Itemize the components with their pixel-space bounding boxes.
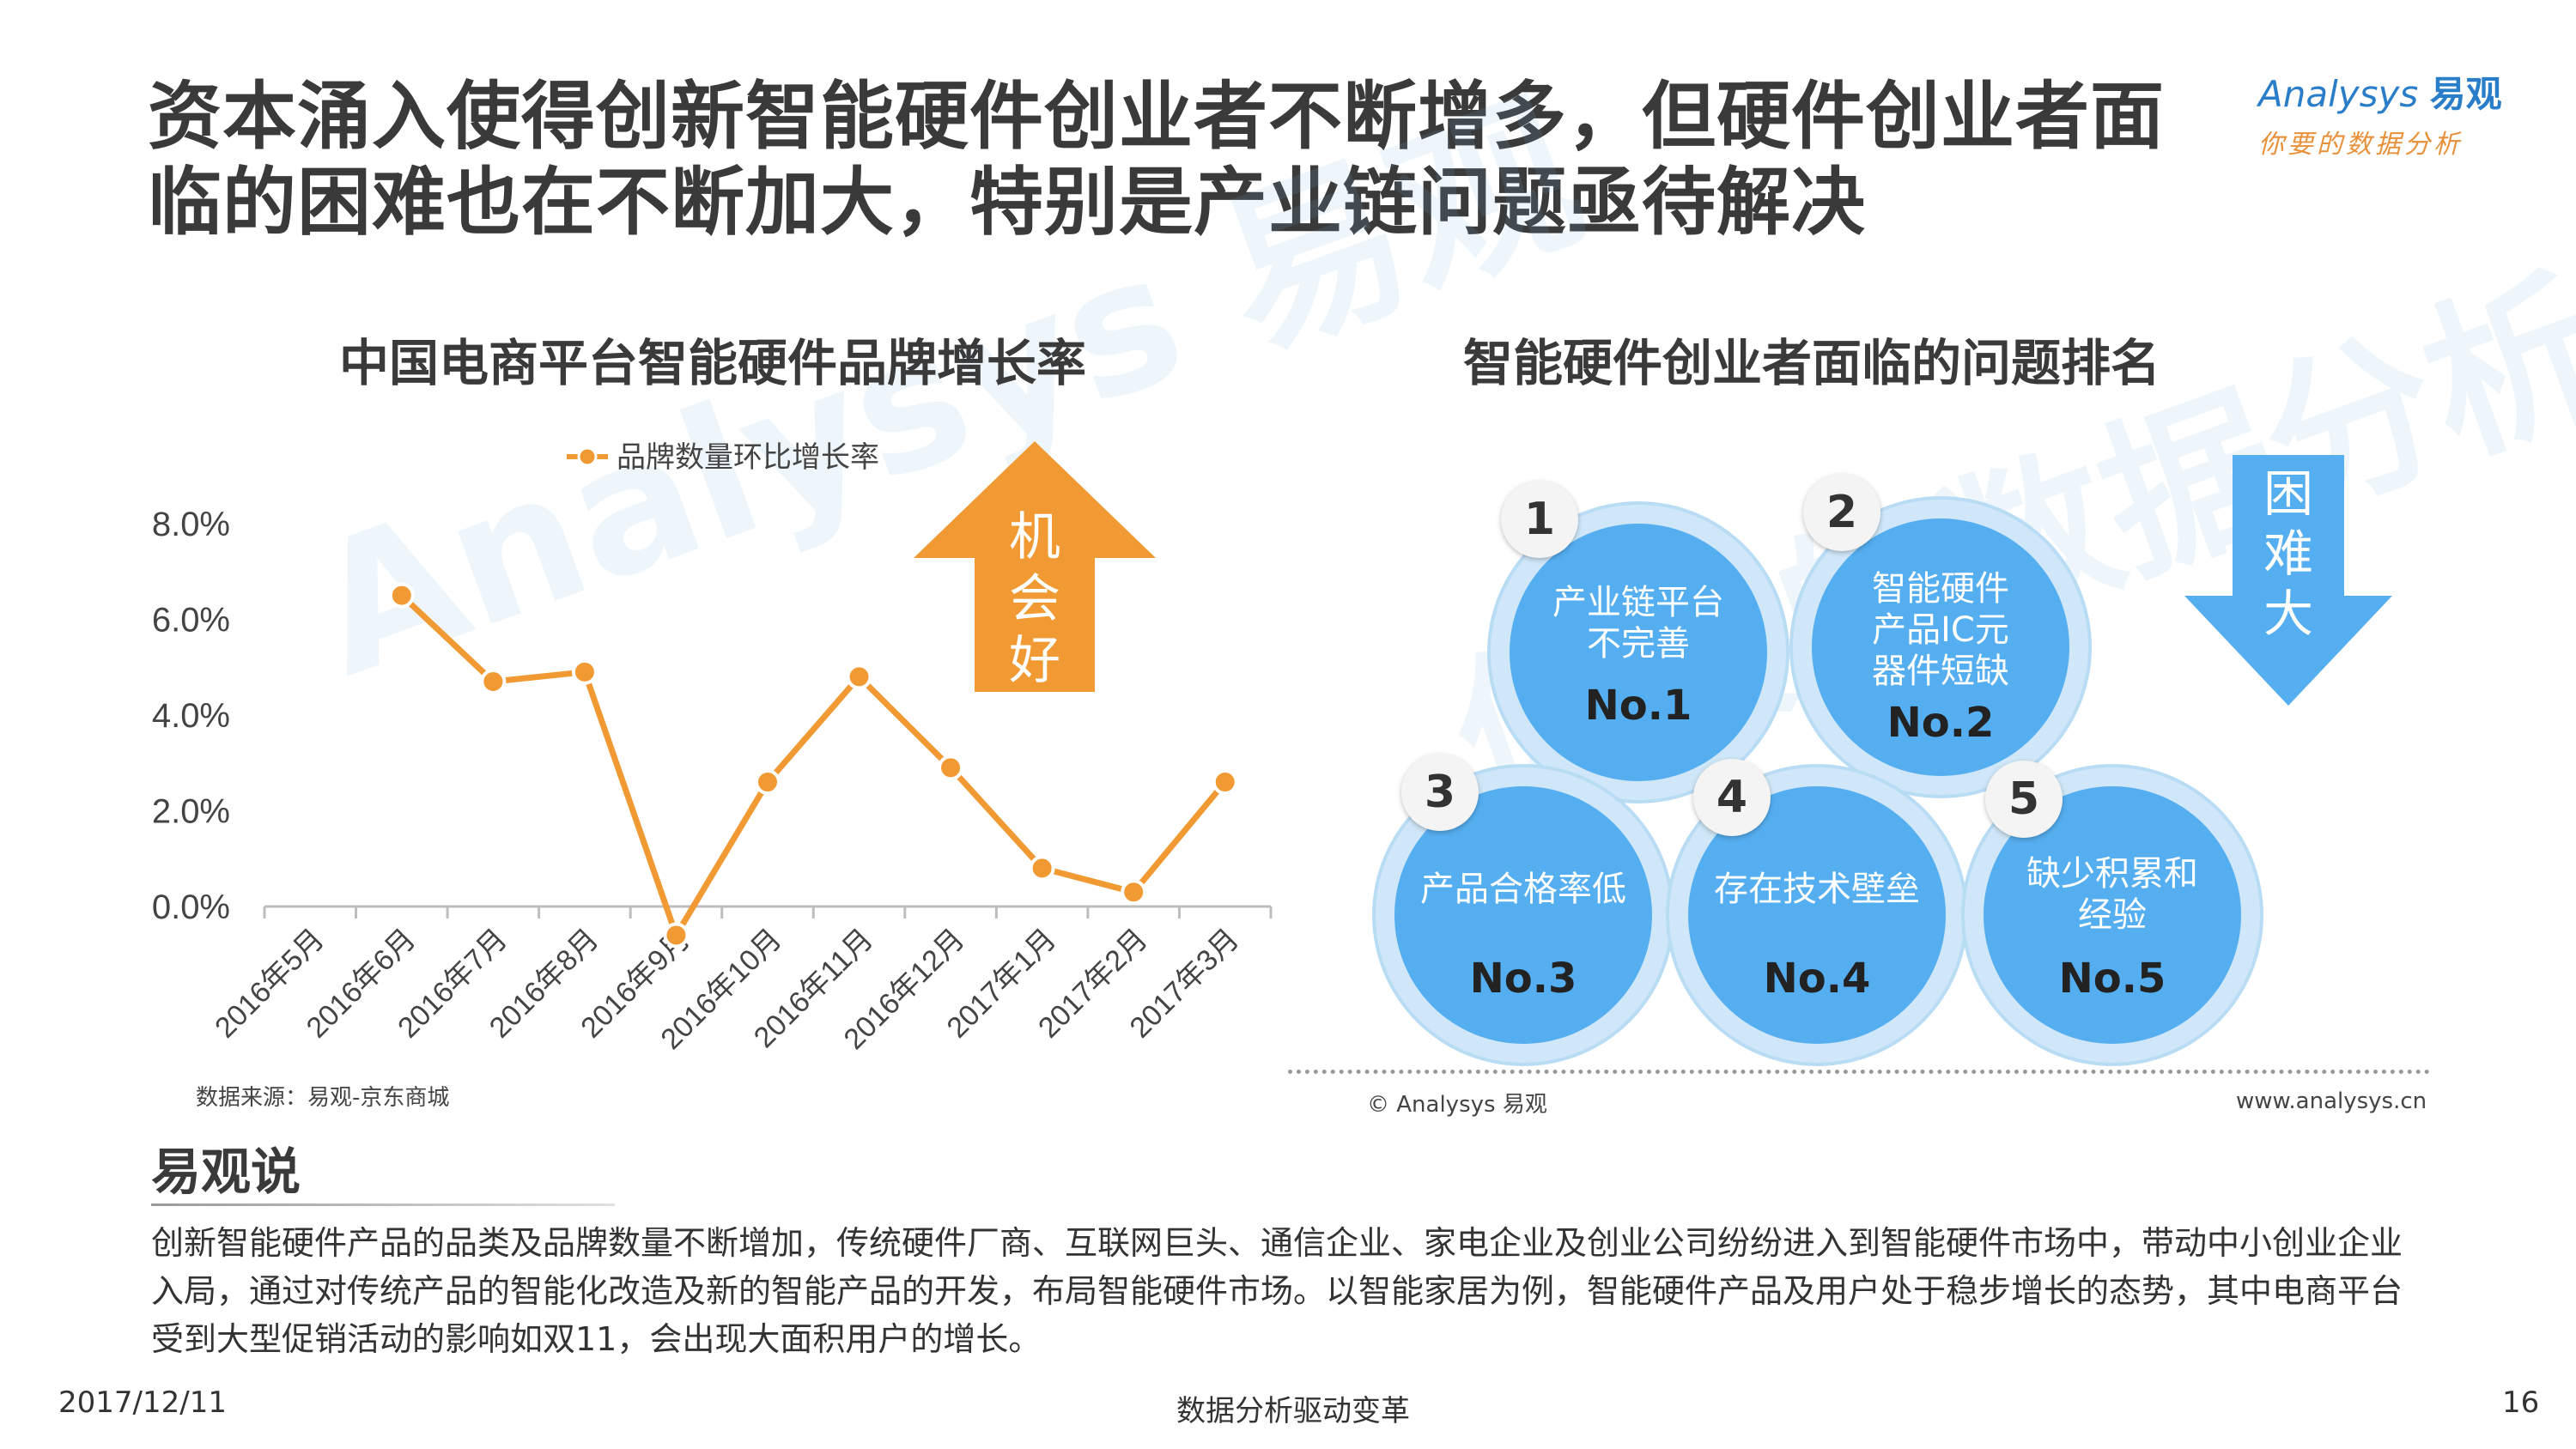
- chart-svg: 品牌数量环比增长率8.0%6.0%4.0%2.0%0.0%2016年5月2016…: [152, 441, 1273, 1056]
- down-arrow-char-2: 难: [2263, 524, 2313, 583]
- footer-center: 数据分析驱动变革: [1176, 1394, 1410, 1428]
- down-arrow-shape: [2184, 455, 2392, 706]
- logo-brand-cn: 易观: [2429, 73, 2502, 115]
- problem-text-3: 产品合格率低: [1420, 870, 1626, 909]
- up-arrow-text: 机 会 好: [992, 506, 1078, 692]
- footer-date: 2017/12/11: [58, 1385, 227, 1420]
- problem-number-5: 5: [1985, 761, 2063, 838]
- page-title: 资本涌入使得创新智能硬件创业者不断增多，但硬件创业者面临的困难也在不断加大，特别…: [148, 74, 2165, 246]
- data-point: [1121, 879, 1147, 906]
- data-point: [571, 658, 598, 685]
- problem-text-2: 智能硬件 产品IC元 器件短缺: [1872, 569, 2009, 691]
- problem-rank-4: No.4: [1763, 955, 1871, 1003]
- legend-marker: [577, 446, 598, 467]
- data-point: [938, 755, 964, 781]
- data-point: [846, 664, 872, 690]
- say-underline: [151, 1203, 615, 1206]
- up-arrow-char-3: 好: [1009, 631, 1060, 691]
- y-tick-label: 6.0%: [152, 602, 230, 640]
- problem-rank-2: No.2: [1886, 699, 1995, 747]
- left-section-title: 中国电商平台智能硬件品牌增长率: [338, 334, 1086, 392]
- data-point: [1029, 855, 1055, 882]
- up-arrow-char-1: 机: [1009, 507, 1060, 567]
- down-arrow-text: 困 难 大: [2245, 464, 2331, 644]
- problem-rank-1: No.1: [1584, 682, 1692, 730]
- problem-circle-2: 智能硬件 产品IC元 器件短缺 No.2: [1812, 518, 2069, 776]
- data-source: 数据来源：易观-京东商城: [196, 1085, 450, 1111]
- problem-circle-3: 产品合格率低 No.3: [1394, 786, 1652, 1044]
- footer-page: 16: [2502, 1385, 2540, 1420]
- copyright: © Analysys 易观: [1367, 1092, 1547, 1118]
- say-body: 创新智能硬件产品的品类及品牌数量不断增加，传统硬件厂商、互联网巨头、通信企业、家…: [151, 1224, 2403, 1358]
- problem-rank-5: No.5: [2058, 955, 2166, 1003]
- data-point: [755, 769, 781, 796]
- difficulty-down-arrow: 困 难 大: [2181, 452, 2396, 709]
- problem-circle-1: 产业链平台 不完善 No.1: [1510, 524, 1767, 781]
- up-arrow-shape: [914, 441, 1156, 692]
- data-point: [663, 922, 690, 949]
- opportunity-up-arrow: 机 会 好: [910, 438, 1159, 695]
- problem-number-1: 1: [1501, 481, 1578, 558]
- problem-text-1: 产业链平台 不完善: [1552, 583, 1724, 664]
- data-point: [388, 582, 415, 609]
- y-tick-label: 2.0%: [152, 793, 230, 831]
- logo-brand: Analysys: [2258, 73, 2419, 115]
- legend-label: 品牌数量环比增长率: [617, 441, 879, 474]
- problem-number-4: 4: [1693, 759, 1771, 836]
- logo-tagline: 你要的数据分析: [2258, 130, 2463, 160]
- data-point: [1212, 769, 1238, 796]
- y-tick-label: 8.0%: [152, 506, 230, 543]
- problem-rank-3: No.3: [1469, 955, 1577, 1003]
- chart-legend: 品牌数量环比增长率: [567, 441, 879, 474]
- problem-text-5: 缺少积累和 经验: [2026, 854, 2198, 935]
- up-arrow-char-2: 会: [1009, 569, 1060, 629]
- series-line: [399, 593, 1228, 938]
- dotted-divider: [1288, 1070, 2430, 1074]
- y-tick-label: 0.0%: [152, 888, 230, 926]
- analysys-logo: Analysys 易观 你要的数据分析: [2258, 65, 2533, 161]
- website: www.analysys.cn: [2236, 1088, 2427, 1114]
- data-point: [480, 668, 507, 694]
- down-arrow-char-1: 困: [2263, 464, 2313, 523]
- down-arrow-char-3: 大: [2263, 585, 2313, 643]
- problem-number-2: 2: [1803, 474, 1880, 551]
- right-section-title: 智能硬件创业者面临的问题排名: [1462, 334, 2160, 392]
- say-title: 易观说: [151, 1143, 301, 1201]
- problem-number-3: 3: [1401, 754, 1479, 831]
- growth-line-chart: 品牌数量环比增长率 8.0% 6.0% 4.0% 2.0% 0.0% 2016年5月 2016…: [120, 421, 1305, 1107]
- problem-text-4: 存在技术壁垒: [1714, 870, 1920, 909]
- y-tick-label: 4.0%: [152, 697, 230, 735]
